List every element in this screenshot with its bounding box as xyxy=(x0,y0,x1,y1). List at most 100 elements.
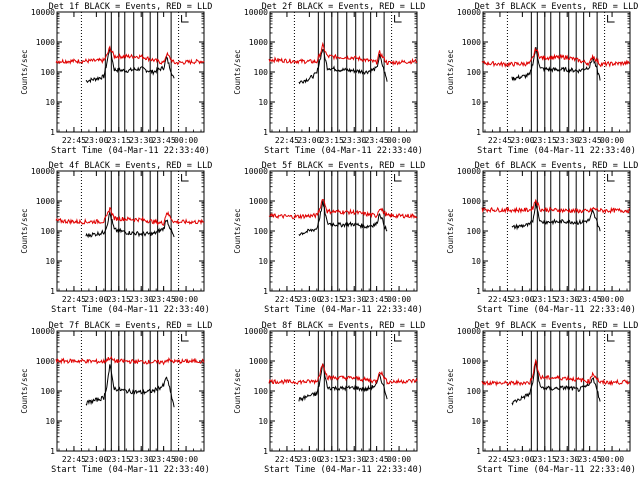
x-tick-label: 23:00 xyxy=(297,136,321,145)
x-tick-label: 23:00 xyxy=(297,295,321,304)
x-tick-label: 23:15 xyxy=(533,136,557,145)
y-tick-label: 10 xyxy=(471,417,481,426)
y-axis-label: Counts/sec xyxy=(20,49,29,94)
events-series-line xyxy=(511,47,601,82)
x-tick-label: 23:15 xyxy=(320,295,344,304)
x-tick-label: 23:30 xyxy=(555,455,579,464)
events-series-line xyxy=(298,363,388,402)
y-tick-label: 1 xyxy=(476,128,481,137)
x-tick-label: 23:45 xyxy=(365,136,389,145)
lld-series-line xyxy=(55,45,205,66)
x-tick-label: 23:15 xyxy=(320,455,344,464)
panel-det-2f: Det 2f BLACK = Events, RED = LLD 1 10 100 10… xyxy=(233,2,425,156)
panel-title: Det 1f BLACK = Events, RED = LLD xyxy=(49,2,213,12)
x-tick-label: 00:00 xyxy=(387,455,411,464)
y-tick-label: 10000 xyxy=(244,167,268,176)
x-tick-label: 23:15 xyxy=(107,455,131,464)
y-tick-label: 10000 xyxy=(31,327,55,336)
x-axis-label: Start Time (04-Mar-11 22:33:40) xyxy=(477,465,636,475)
corner-mark xyxy=(394,174,402,182)
panel-det-9f: Det 9f BLACK = Events, RED = LLD 1 10 100 10… xyxy=(446,321,638,475)
x-tick-label: 23:00 xyxy=(84,136,108,145)
x-tick-label: 23:15 xyxy=(320,136,344,145)
y-tick-label: 100 xyxy=(254,227,269,236)
plot-frame xyxy=(56,11,205,133)
y-tick-label: 10 xyxy=(45,417,55,426)
y-tick-label: 100 xyxy=(254,387,269,396)
x-tick-label: 00:00 xyxy=(600,136,624,145)
x-tick-label: 00:00 xyxy=(174,136,198,145)
x-tick-label: 22:45 xyxy=(62,295,86,304)
y-axis-label: Counts/sec xyxy=(20,368,29,413)
x-tick-label: 23:30 xyxy=(129,136,153,145)
x-tick-label: 23:30 xyxy=(342,455,366,464)
y-tick-label: 10 xyxy=(471,98,481,107)
events-series-line xyxy=(85,364,175,408)
x-axis-label: Start Time (04-Mar-11 22:33:40) xyxy=(477,146,636,156)
y-tick-label: 1000 xyxy=(249,357,268,366)
events-series-line xyxy=(298,200,388,237)
lld-series-line xyxy=(268,41,418,67)
panel-title: Det 5f BLACK = Events, RED = LLD xyxy=(262,161,426,171)
x-axis-label: Start Time (04-Mar-11 22:33:40) xyxy=(264,305,423,315)
y-tick-label: 1 xyxy=(263,447,268,456)
corner-mark xyxy=(607,15,615,23)
x-tick-label: 22:45 xyxy=(488,295,512,304)
panel-title: Det 3f BLACK = Events, RED = LLD xyxy=(475,2,639,12)
y-tick-label: 10000 xyxy=(457,167,481,176)
y-tick-label: 10 xyxy=(258,417,268,426)
x-tick-label: 23:15 xyxy=(107,295,131,304)
x-tick-label: 23:15 xyxy=(533,455,557,464)
x-tick-label: 23:45 xyxy=(365,455,389,464)
lld-series-line xyxy=(268,362,418,386)
x-tick-label: 23:45 xyxy=(152,136,176,145)
y-tick-label: 10000 xyxy=(457,327,481,336)
plot-frame xyxy=(482,11,631,133)
x-tick-label: 23:45 xyxy=(365,295,389,304)
y-tick-label: 10 xyxy=(45,98,55,107)
y-tick-label: 10 xyxy=(45,257,55,266)
y-tick-label: 1000 xyxy=(462,38,481,47)
panel-title: Det 4f BLACK = Events, RED = LLD xyxy=(49,161,213,171)
y-tick-label: 10000 xyxy=(244,327,268,336)
y-axis-label: Counts/sec xyxy=(233,368,242,413)
y-axis-label: Counts/sec xyxy=(20,208,29,253)
corner-mark xyxy=(394,334,402,342)
x-tick-label: 00:00 xyxy=(174,295,198,304)
x-tick-label: 22:45 xyxy=(275,136,299,145)
panel-title: Det 7f BLACK = Events, RED = LLD xyxy=(49,321,213,331)
y-tick-label: 10000 xyxy=(31,167,55,176)
panel-det-4f: Det 4f BLACK = Events, RED = LLD 1 10 100 10… xyxy=(20,161,212,315)
y-tick-label: 1 xyxy=(476,287,481,296)
x-tick-label: 23:00 xyxy=(510,136,534,145)
y-axis-label: Counts/sec xyxy=(233,49,242,94)
x-tick-label: 23:30 xyxy=(342,136,366,145)
x-axis-label: Start Time (04-Mar-11 22:33:40) xyxy=(51,146,210,156)
y-axis-label: Counts/sec xyxy=(446,368,455,413)
y-tick-label: 1000 xyxy=(36,38,55,47)
y-tick-label: 100 xyxy=(41,68,56,77)
y-tick-label: 10000 xyxy=(31,8,55,17)
events-series-line xyxy=(298,48,388,85)
lld-series-line xyxy=(55,355,205,366)
y-axis-label: Counts/sec xyxy=(446,208,455,253)
y-tick-label: 1 xyxy=(263,128,268,137)
x-tick-label: 23:00 xyxy=(84,295,108,304)
x-tick-label: 00:00 xyxy=(600,295,624,304)
events-series-line xyxy=(511,200,601,232)
x-tick-label: 23:30 xyxy=(555,136,579,145)
y-tick-label: 10000 xyxy=(244,8,268,17)
y-tick-label: 1 xyxy=(50,287,55,296)
y-tick-label: 1000 xyxy=(462,197,481,206)
x-tick-label: 23:00 xyxy=(297,455,321,464)
y-axis-label: Counts/sec xyxy=(446,49,455,94)
panel-det-5f: Det 5f BLACK = Events, RED = LLD 1 10 100 10… xyxy=(233,161,425,315)
corner-mark xyxy=(607,174,615,182)
y-tick-label: 10 xyxy=(258,98,268,107)
panel-title: Det 9f BLACK = Events, RED = LLD xyxy=(475,321,639,331)
x-tick-label: 23:00 xyxy=(84,455,108,464)
x-tick-label: 22:45 xyxy=(275,455,299,464)
x-tick-label: 00:00 xyxy=(174,455,198,464)
corner-mark xyxy=(607,334,615,342)
